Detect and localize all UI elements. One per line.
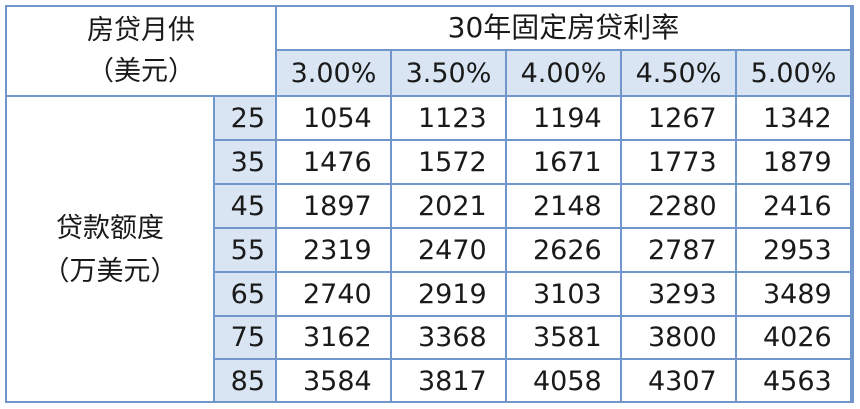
rate-header: 4.00% bbox=[507, 51, 622, 97]
loan-amount-cell: 65 bbox=[215, 273, 277, 317]
payment-cell: 3489 bbox=[737, 273, 852, 317]
payment-cell: 1054 bbox=[277, 97, 392, 141]
rate-header: 5.00% bbox=[737, 51, 852, 97]
payment-cell: 2470 bbox=[392, 229, 507, 273]
loan-amount-cell: 55 bbox=[215, 229, 277, 273]
payment-cell: 1897 bbox=[277, 185, 392, 229]
payment-cell: 4307 bbox=[622, 360, 737, 401]
payment-cell: 3368 bbox=[392, 317, 507, 360]
payment-cell: 4563 bbox=[737, 360, 852, 401]
corner-header-line2: （美元） bbox=[87, 56, 195, 87]
payment-cell: 1342 bbox=[737, 97, 852, 141]
payment-cell: 3800 bbox=[622, 317, 737, 360]
payment-cell: 2626 bbox=[507, 229, 622, 273]
payment-cell: 3817 bbox=[392, 360, 507, 401]
payment-cell: 1267 bbox=[622, 97, 737, 141]
payment-cell: 3293 bbox=[622, 273, 737, 317]
loan-amount-cell: 25 bbox=[215, 97, 277, 141]
loan-amount-cell: 35 bbox=[215, 141, 277, 185]
payment-cell: 2280 bbox=[622, 185, 737, 229]
corner-header-line1: 房贷月供 bbox=[87, 15, 195, 46]
mortgage-payment-table: 房贷月供 （美元） 30年固定房贷利率 3.00% 3.50% 4.00% 4.… bbox=[5, 5, 854, 403]
rate-header: 3.50% bbox=[392, 51, 507, 97]
loan-amount-cell: 85 bbox=[215, 360, 277, 401]
payment-cell: 2787 bbox=[622, 229, 737, 273]
payment-cell: 3162 bbox=[277, 317, 392, 360]
loan-amount-line1: 贷款额度 bbox=[56, 213, 164, 244]
loan-amount-line2: （万美元） bbox=[42, 256, 178, 287]
payment-cell: 1123 bbox=[392, 97, 507, 141]
payment-cell: 2148 bbox=[507, 185, 622, 229]
payment-cell: 2919 bbox=[392, 273, 507, 317]
rate-header: 3.00% bbox=[277, 51, 392, 97]
loan-amount-cell: 75 bbox=[215, 317, 277, 360]
payment-cell: 1671 bbox=[507, 141, 622, 185]
payment-cell: 1773 bbox=[622, 141, 737, 185]
loan-amount-cell: 45 bbox=[215, 185, 277, 229]
payment-cell: 2319 bbox=[277, 229, 392, 273]
payment-cell: 2953 bbox=[737, 229, 852, 273]
payment-cell: 1194 bbox=[507, 97, 622, 141]
payment-cell: 2021 bbox=[392, 185, 507, 229]
payment-cell: 2740 bbox=[277, 273, 392, 317]
payment-cell: 4026 bbox=[737, 317, 852, 360]
payment-cell: 3103 bbox=[507, 273, 622, 317]
payment-cell: 3581 bbox=[507, 317, 622, 360]
payment-cell: 2416 bbox=[737, 185, 852, 229]
payment-cell: 4058 bbox=[507, 360, 622, 401]
rate-header: 4.50% bbox=[622, 51, 737, 97]
payment-cell: 3584 bbox=[277, 360, 392, 401]
payment-cell: 1476 bbox=[277, 141, 392, 185]
loan-amount-header: 贷款额度 （万美元） bbox=[7, 97, 215, 401]
payment-cell: 1572 bbox=[392, 141, 507, 185]
rate-group-header: 30年固定房贷利率 bbox=[277, 7, 852, 51]
corner-header: 房贷月供 （美元） bbox=[7, 7, 277, 97]
payment-cell: 1879 bbox=[737, 141, 852, 185]
